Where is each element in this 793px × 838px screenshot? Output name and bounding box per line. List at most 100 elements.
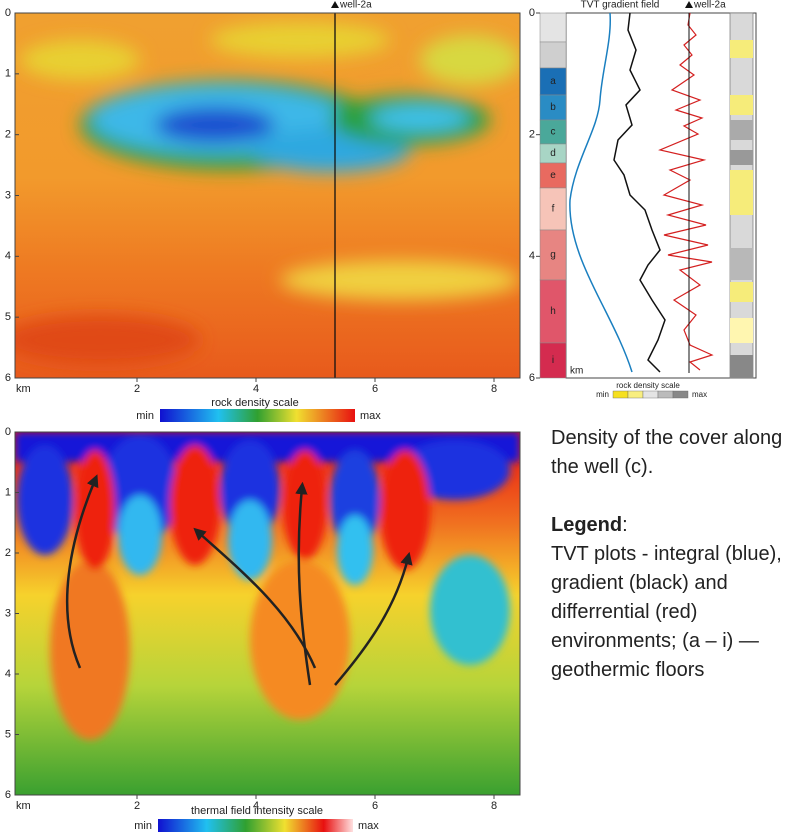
- floor: [539, 162, 567, 189]
- floor-label: d: [550, 148, 556, 159]
- x-tick-label: 6: [372, 383, 378, 395]
- unit-label: km: [570, 366, 583, 377]
- x-tick-label: 2: [134, 800, 140, 812]
- layer: [730, 170, 753, 215]
- floor-label: g: [550, 250, 556, 261]
- scale-max: max: [692, 390, 707, 399]
- y-ticks: 0 1 2 3 4 5 6: [5, 7, 19, 384]
- y-ticks: 0 1 2 3 4 5 6: [5, 426, 19, 801]
- floor-label: f: [552, 204, 555, 215]
- lobe: [380, 450, 430, 570]
- lobe: [283, 450, 327, 560]
- y-tick-label: 5: [5, 728, 11, 740]
- y-tick-label: 5: [5, 311, 11, 323]
- y-tick-label: 4: [5, 250, 11, 262]
- frame: [565, 12, 757, 379]
- anomaly: [280, 260, 520, 300]
- legend-colon: :: [622, 514, 628, 536]
- y-tick-label: 1: [5, 68, 11, 80]
- well-label: well-2a: [339, 0, 372, 11]
- y-tick-label: 6: [529, 372, 535, 384]
- anomaly: [370, 104, 470, 132]
- x-ticks: km 2 4 6 8: [16, 378, 497, 395]
- layer: [730, 95, 753, 115]
- floor: [539, 187, 567, 231]
- floor-label: e: [550, 170, 556, 181]
- scale-bar: [160, 409, 355, 422]
- y-tick-label: 1: [5, 486, 11, 498]
- layer: [730, 282, 753, 302]
- scale-max: max: [358, 820, 379, 832]
- y-tick-label: 6: [5, 372, 11, 384]
- scale-title: thermal field intensity scale: [191, 805, 323, 817]
- layer: [730, 318, 753, 343]
- lobe: [118, 495, 162, 575]
- floors: a b cde f g h i: [539, 67, 567, 379]
- scale-cell: [642, 390, 659, 399]
- x-unit-label: km: [16, 383, 31, 395]
- caption: Density of the cover along the well (c).…: [551, 424, 791, 714]
- floor: [539, 41, 567, 69]
- anomaly: [155, 107, 275, 143]
- layer: [730, 248, 753, 280]
- scale-title: rock density scale: [616, 381, 680, 390]
- y-tick-label: 2: [5, 129, 11, 141]
- y-tick-label: 0: [5, 7, 11, 19]
- caption-text: Density of the cover along the well (c).: [551, 427, 783, 478]
- scale-min: min: [596, 390, 609, 399]
- well-arrow: [331, 1, 339, 8]
- y-tick-label: 6: [5, 789, 11, 801]
- y-tick-label: 0: [5, 426, 11, 438]
- y-tick-label: 4: [529, 250, 535, 262]
- floor-label: b: [550, 102, 556, 113]
- y-tick-label: 2: [529, 129, 535, 141]
- floor: [539, 12, 567, 43]
- scale-max: max: [360, 410, 381, 422]
- layer: [730, 120, 753, 140]
- x-tick-label: 4: [253, 800, 259, 812]
- floor-label: a: [550, 76, 556, 87]
- scale-cell: [672, 390, 689, 399]
- arrow: [65, 474, 99, 669]
- density-anomalies: [15, 22, 520, 365]
- well-log-panel: a b cde f g h i: [539, 1, 757, 379]
- floor: [539, 94, 567, 121]
- x-tick-label: 8: [491, 383, 497, 395]
- arrow: [295, 481, 312, 686]
- legend-heading: Legend: [551, 514, 623, 536]
- scale-bar: [612, 390, 689, 399]
- lobe: [170, 445, 220, 565]
- floor-label: i: [552, 355, 554, 366]
- scale-cell: [612, 390, 629, 399]
- scale-bar: [158, 819, 353, 832]
- well-arrow: [685, 1, 693, 8]
- lobe: [75, 450, 115, 570]
- flow-arrows: [65, 474, 413, 686]
- scale-min: min: [136, 410, 154, 422]
- lobe: [430, 555, 510, 665]
- density-section: [15, 13, 520, 378]
- x-tick-label: 4: [253, 383, 259, 395]
- lobe: [50, 560, 130, 740]
- anomaly: [210, 22, 390, 58]
- lobe: [17, 445, 73, 555]
- gradient-curve: [613, 12, 666, 373]
- well-label: well-2a: [693, 0, 726, 11]
- x-unit-label: km: [16, 800, 31, 812]
- floor: [539, 67, 567, 96]
- x-ticks: km 2 4 6 8: [16, 795, 497, 812]
- floor: [539, 342, 567, 379]
- y-tick-label: 3: [5, 607, 11, 619]
- scale-min: min: [134, 820, 152, 832]
- y-tick-label: 3: [5, 189, 11, 201]
- x-tick-label: 8: [491, 800, 497, 812]
- y-tick-label: 0: [529, 7, 535, 19]
- lithology-layers: [730, 40, 753, 378]
- lobe: [228, 500, 272, 580]
- thermal-section: [15, 432, 520, 795]
- anomaly: [20, 40, 140, 80]
- floor: [539, 279, 567, 344]
- panel-title: TVT gradient field: [581, 0, 660, 11]
